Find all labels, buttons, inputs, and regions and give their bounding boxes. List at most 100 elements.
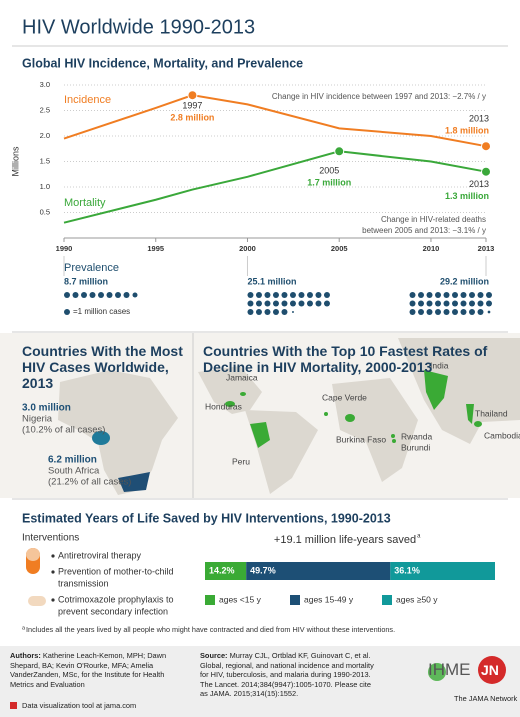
dot (443, 292, 450, 298)
pill-icons (26, 548, 46, 606)
dot (487, 310, 491, 314)
country-name: Peru (232, 456, 250, 466)
nigeria (92, 431, 110, 445)
highlight-value: 1.3 million (445, 191, 489, 201)
bullet (51, 570, 55, 574)
section-title: Estimated Years of Life Saved by HIV Int… (22, 511, 391, 525)
dot (264, 300, 271, 307)
dot (247, 300, 254, 307)
country-name: Nigeria (22, 414, 53, 425)
dot (452, 309, 458, 315)
legend-dot (64, 309, 70, 315)
bar-label: 14.2% (209, 565, 235, 575)
highlight-point (481, 166, 491, 177)
country-value: 3.0 million (22, 403, 71, 414)
x-tick-label: 1990 (56, 244, 73, 253)
dot (247, 309, 254, 315)
y-tick-label: 1.5 (40, 156, 50, 165)
dot (289, 300, 296, 307)
country-name: Thailand (475, 408, 508, 418)
dot (435, 309, 441, 315)
dot (426, 292, 433, 298)
dot (323, 300, 330, 307)
south-africa (118, 472, 150, 492)
dot (469, 300, 475, 307)
dot (247, 292, 254, 298)
dot (443, 300, 450, 307)
dot (418, 292, 424, 298)
authors-text: Katherine Leach-Kemon, MPH; Dawn Shepard… (10, 651, 167, 689)
jn-logo: JN (481, 662, 499, 678)
country-name: South Africa (48, 466, 100, 477)
dot (123, 292, 130, 298)
dot (255, 309, 262, 315)
bar-label: 36.1% (394, 565, 420, 575)
dot (292, 311, 294, 313)
highlight-point (187, 90, 198, 101)
x-tick-label: 2010 (423, 244, 440, 253)
dot (272, 300, 279, 307)
section-title: Global HIV Incidence, Mortality, and Pre… (22, 56, 303, 70)
dot (477, 309, 484, 315)
dot (298, 292, 305, 298)
country-name: Honduras (205, 401, 242, 411)
dot (272, 292, 279, 298)
dot (460, 292, 467, 298)
authors: Authors: Katherine Leach-Kemon, MPH; Daw… (10, 651, 188, 689)
dot (281, 300, 288, 307)
prevalence-dots (64, 292, 138, 298)
dot (281, 309, 288, 315)
dot (106, 292, 113, 298)
dot (469, 292, 475, 298)
total-label: +19.1 million life-years saved (274, 534, 416, 546)
dot (435, 300, 441, 307)
dot (306, 292, 313, 298)
prevalence-title: Prevalence (64, 262, 119, 274)
highlight-year: 2013 (469, 114, 489, 124)
dot (409, 309, 416, 315)
map-title: Countries With the Most HIV Cases Worldw… (22, 343, 183, 391)
dot (255, 292, 262, 298)
annotation: between 2005 and 2013: −3.1% / y (362, 226, 486, 235)
dot (281, 292, 288, 298)
legend-swatch (205, 595, 215, 605)
jn-logo-mark (478, 656, 506, 684)
dot (264, 292, 271, 298)
dot (81, 292, 87, 298)
dot (264, 309, 271, 315)
country-name: Burkina Faso (336, 434, 386, 444)
dot (486, 300, 492, 307)
country-name: Burundi (401, 442, 430, 452)
x-tick-label: 2000 (239, 244, 256, 253)
legend-label: ages ≥50 y (396, 594, 438, 604)
dot (418, 300, 424, 307)
intervention: Prevention of mother-to-child (58, 566, 174, 576)
dot (477, 300, 484, 307)
dot (469, 309, 475, 315)
dot (452, 292, 458, 298)
link-icon (10, 702, 17, 709)
line (63, 150, 487, 224)
highlight-value: 1.8 million (445, 126, 489, 136)
y-tick-label: 3.0 (40, 80, 50, 89)
dot (409, 292, 416, 298)
prevalence-value: 29.2 million (440, 276, 489, 286)
country-share: (21.2% of all cases) (48, 477, 131, 488)
source-text: Murray CJL, Ortblad KF, Guinovart C, et … (200, 651, 374, 699)
page-title: HIV Worldwide 1990-2013 (22, 16, 255, 38)
highlight-year: 1997 (182, 101, 202, 111)
country-value: 6.2 million (48, 455, 97, 466)
country-name: Jamaica (226, 372, 258, 382)
intervention: Antiretroviral therapy (58, 550, 142, 560)
dot (460, 309, 467, 315)
x-tick-label: 2005 (331, 244, 348, 253)
bar-segment (390, 562, 495, 580)
bar-label: 49.7% (250, 565, 276, 575)
annotation: Change in HIV-related deaths (381, 215, 486, 224)
dot (435, 292, 441, 298)
tool-link[interactable]: Data visualization tool at jama.com (22, 701, 137, 710)
annotation: Change in HIV incidence between 1997 and… (272, 92, 486, 101)
ihme-logo-mark (428, 663, 446, 681)
highlight-year: 2005 (319, 166, 339, 176)
